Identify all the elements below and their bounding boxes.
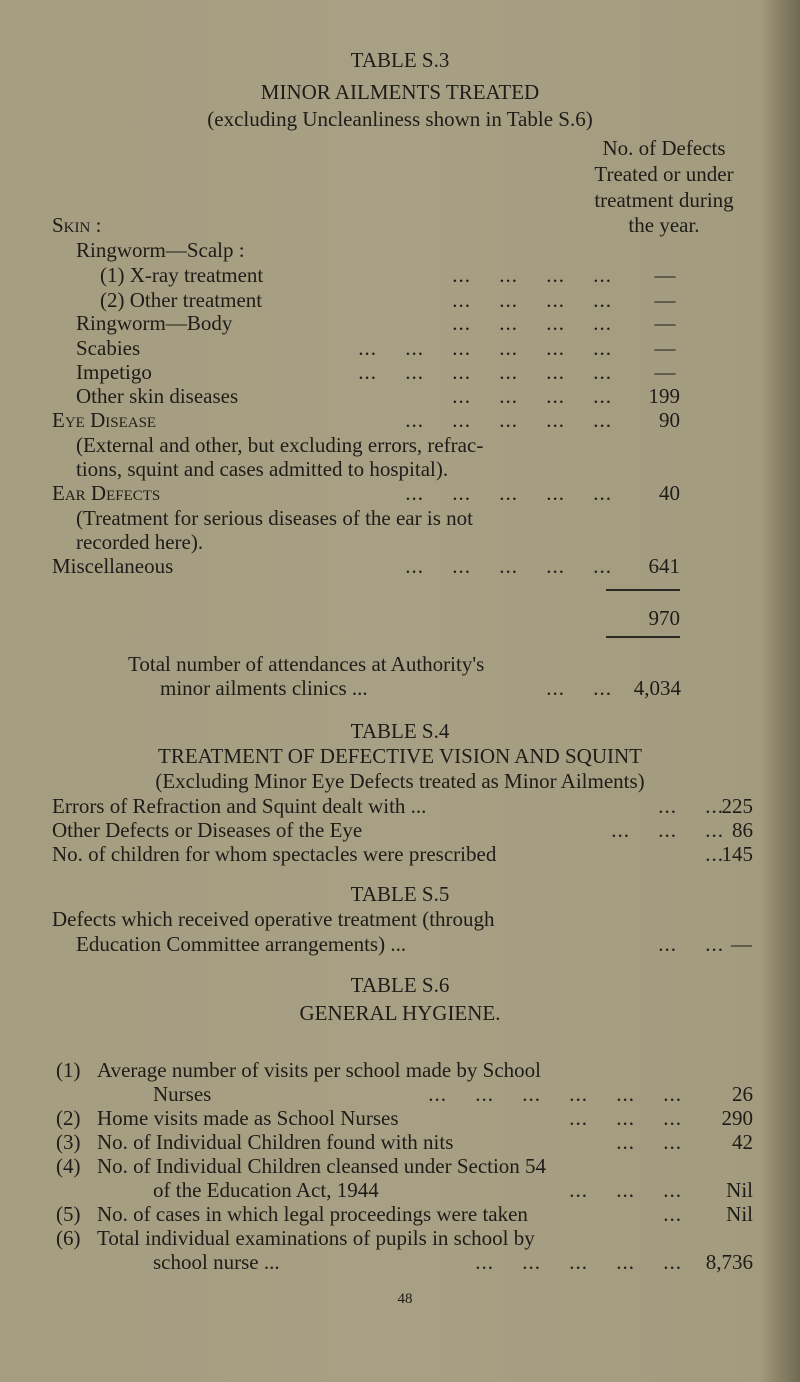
dot-leader: ... ... ... ... xyxy=(452,288,612,312)
item-text: Home visits made as School Nurses xyxy=(97,1106,399,1130)
dot-leader: ... ... ... xyxy=(569,1106,682,1130)
item-value: 8,736 xyxy=(705,1250,753,1274)
row-value: — xyxy=(654,288,676,312)
item-number: (2) xyxy=(56,1106,81,1130)
row-label: Impetigo xyxy=(76,360,152,384)
note-line: recorded here). xyxy=(76,530,204,554)
attendances-label: Total number of attendances at Authority… xyxy=(128,652,485,676)
item-value: Nil xyxy=(726,1202,753,1226)
table-text: Education Committee arrangements) ... xyxy=(76,932,407,956)
dot-leader: ... ... ... ... ... xyxy=(475,1250,682,1274)
table-title: TABLE S.5 xyxy=(350,882,450,906)
dot-leader: ... ... xyxy=(546,676,612,700)
item-value: 42 xyxy=(732,1130,753,1154)
row-value: — xyxy=(654,311,676,335)
dot-leader: ... ... ... ... ... ... xyxy=(428,1082,682,1106)
row-value: — xyxy=(731,932,752,956)
row-label: Ringworm—Body xyxy=(76,311,233,335)
dot-leader: ... ... ... ... xyxy=(452,263,612,287)
dot-leader: ... ... ... ... xyxy=(452,384,612,408)
dot-leader: ... ... ... ... ... xyxy=(405,554,612,578)
note-line: (Treatment for serious diseases of the e… xyxy=(76,506,473,530)
column-header-line: treatment during xyxy=(594,188,734,212)
table-subheading: (Excluding Minor Eye Defects treated as … xyxy=(155,769,645,793)
attendances-value: 4,034 xyxy=(633,676,681,700)
dot-leader: ... ... ... ... ... xyxy=(405,408,612,432)
dot-leader: ... ... xyxy=(616,1130,682,1154)
row-label: No. of children for whom spectacles were… xyxy=(52,842,497,866)
table-text: Defects which received operative treatme… xyxy=(52,907,495,931)
row-label: Miscellaneous xyxy=(52,554,174,578)
item-number: (1) xyxy=(56,1058,81,1082)
total-rule-top xyxy=(606,589,680,591)
dot-leader: ... ... ... ... xyxy=(452,311,612,335)
item-value: 290 xyxy=(721,1106,754,1130)
item-number: (6) xyxy=(56,1226,81,1250)
table-title: TABLE S.3 xyxy=(350,48,450,72)
row-value: 86 xyxy=(732,818,753,842)
item-text: Nurses xyxy=(153,1082,212,1106)
item-number: (4) xyxy=(56,1154,81,1178)
dot-leader: ... ... ... xyxy=(569,1178,682,1202)
row-value: — xyxy=(654,360,676,384)
row-label: (2) Other treatment xyxy=(100,288,263,312)
column-header-line: No. of Defects xyxy=(602,136,726,160)
table-subheading: (excluding Uncleanliness shown in Table … xyxy=(207,107,593,131)
row-label: Other skin diseases xyxy=(76,384,239,408)
dot-leader: ... ... ... ... ... ... xyxy=(358,336,612,360)
section-label-skin: Skin : xyxy=(52,213,102,237)
total-value: 970 xyxy=(648,606,681,630)
row-value: — xyxy=(654,336,676,360)
row-label: Eye Disease xyxy=(52,408,157,432)
item-text: Average number of visits per school made… xyxy=(97,1058,542,1082)
subsection-label: Ringworm—Scalp : xyxy=(76,238,245,262)
table-title: TABLE S.4 xyxy=(350,719,450,743)
column-header-line: the year. xyxy=(628,213,700,237)
table-title: TABLE S.6 xyxy=(350,973,450,997)
row-value: 199 xyxy=(648,384,681,408)
item-value: Nil xyxy=(726,1178,753,1202)
item-value: 26 xyxy=(732,1082,753,1106)
row-label: Other Defects or Diseases of the Eye xyxy=(52,818,363,842)
dot-leader: ... ... xyxy=(658,794,724,818)
row-value: 40 xyxy=(659,481,680,505)
row-label: Scabies xyxy=(76,336,141,360)
dot-leader: ... ... ... xyxy=(611,818,724,842)
dot-leader: ... xyxy=(705,842,724,866)
item-number: (3) xyxy=(56,1130,81,1154)
dot-leader: ... ... xyxy=(658,932,724,956)
row-label: Ear Defects xyxy=(52,481,161,505)
row-label: Errors of Refraction and Squint dealt wi… xyxy=(52,794,427,818)
item-text: of the Education Act, 1944 xyxy=(153,1178,379,1202)
total-rule-bottom xyxy=(606,636,680,638)
row-value: 90 xyxy=(659,408,680,432)
column-header-line: Treated or under xyxy=(594,162,734,186)
row-value: 145 xyxy=(721,842,754,866)
row-label: (1) X-ray treatment xyxy=(100,263,264,287)
table-heading: MINOR AILMENTS TREATED xyxy=(260,80,540,104)
item-number: (5) xyxy=(56,1202,81,1226)
item-text: No. of Individual Children cleansed unde… xyxy=(97,1154,547,1178)
row-value: 225 xyxy=(721,794,754,818)
dot-leader: ... ... ... ... ... xyxy=(405,481,612,505)
attendances-label: minor ailments clinics ... xyxy=(160,676,368,700)
dot-leader: ... ... ... ... ... ... xyxy=(358,360,612,384)
item-text: No. of Individual Children found with ni… xyxy=(97,1130,454,1154)
item-text: Total individual examinations of pupils … xyxy=(97,1226,535,1250)
row-value: 641 xyxy=(648,554,681,578)
row-value: — xyxy=(654,263,676,287)
note-line: tions, squint and cases admitted to hosp… xyxy=(76,457,449,481)
table-heading: GENERAL HYGIENE. xyxy=(299,1001,501,1025)
table-heading: TREATMENT OF DEFECTIVE VISION AND SQUINT xyxy=(158,744,642,768)
page-number: 48 xyxy=(397,1291,413,1307)
item-text: No. of cases in which legal proceedings … xyxy=(97,1202,528,1226)
item-text: school nurse ... xyxy=(153,1250,280,1274)
dot-leader: ... xyxy=(663,1202,682,1226)
note-line: (External and other, but excluding error… xyxy=(76,433,484,457)
